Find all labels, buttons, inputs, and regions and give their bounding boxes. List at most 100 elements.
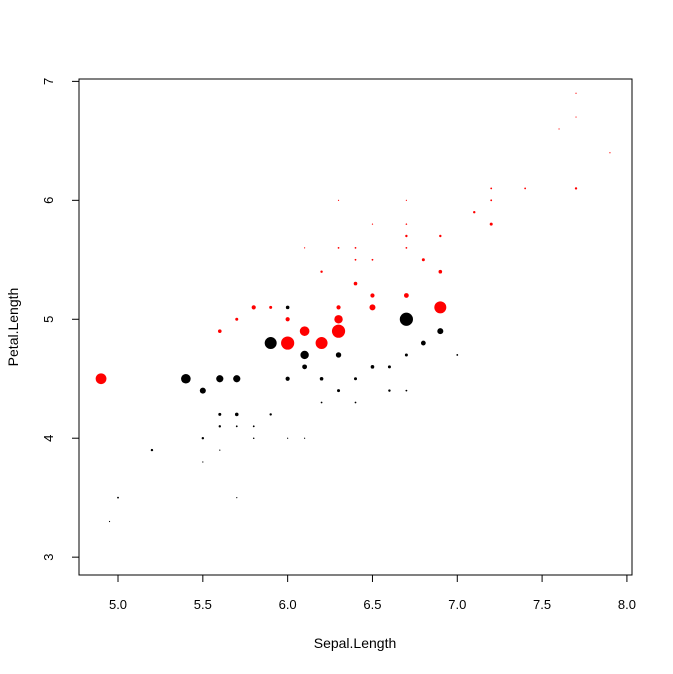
point-series-2 bbox=[371, 258, 374, 261]
point-series-1 bbox=[405, 389, 408, 392]
point-series-1 bbox=[388, 389, 391, 392]
y-tick-label: 6 bbox=[41, 197, 56, 204]
point-series-1 bbox=[319, 376, 324, 381]
point-series-2 bbox=[337, 199, 340, 201]
point-series-1 bbox=[287, 437, 289, 439]
y-tick-label: 3 bbox=[41, 554, 56, 561]
data-points bbox=[95, 92, 611, 523]
point-series-1 bbox=[201, 437, 205, 440]
x-tick-label: 5.5 bbox=[194, 597, 212, 612]
point-series-2 bbox=[405, 223, 408, 225]
point-series-2 bbox=[403, 293, 409, 298]
point-series-2 bbox=[405, 199, 407, 201]
point-series-2 bbox=[405, 234, 408, 238]
point-series-1 bbox=[399, 312, 413, 326]
point-series-1 bbox=[150, 448, 154, 452]
point-series-1 bbox=[437, 328, 444, 335]
point-series-2 bbox=[369, 304, 376, 311]
point-series-2 bbox=[217, 329, 222, 333]
x-tick-label: 6.0 bbox=[279, 597, 297, 612]
point-series-1 bbox=[202, 461, 204, 463]
point-series-2 bbox=[331, 324, 346, 338]
point-series-2 bbox=[336, 305, 341, 310]
y-tick-label: 7 bbox=[41, 78, 56, 85]
point-series-2 bbox=[439, 234, 442, 238]
point-series-2 bbox=[334, 315, 343, 324]
point-series-2 bbox=[421, 258, 425, 262]
point-series-2 bbox=[354, 258, 357, 261]
point-series-1 bbox=[354, 377, 357, 381]
x-tick-label: 8.0 bbox=[618, 597, 636, 612]
point-series-1 bbox=[218, 412, 222, 416]
x-tick-label: 7.0 bbox=[448, 597, 466, 612]
point-series-2 bbox=[304, 247, 306, 249]
point-series-2 bbox=[438, 269, 443, 274]
point-series-2 bbox=[473, 211, 476, 214]
point-series-2 bbox=[405, 247, 408, 249]
point-series-2 bbox=[354, 247, 357, 249]
point-series-1 bbox=[216, 375, 224, 383]
point-series-1 bbox=[304, 437, 306, 439]
x-axis-title: Sepal.Length bbox=[314, 635, 397, 651]
point-series-2 bbox=[370, 293, 375, 298]
point-series-2 bbox=[269, 305, 273, 309]
point-series-2 bbox=[489, 222, 493, 226]
point-series-1 bbox=[285, 305, 290, 310]
x-tick-label: 6.5 bbox=[363, 597, 381, 612]
point-series-1 bbox=[370, 365, 375, 369]
point-series-1 bbox=[285, 376, 290, 381]
point-series-1 bbox=[300, 350, 309, 360]
point-series-1 bbox=[335, 352, 342, 358]
point-series-1 bbox=[219, 449, 221, 451]
point-series-2 bbox=[281, 336, 295, 350]
x-tick-label: 5.0 bbox=[109, 597, 127, 612]
x-tick-label: 7.5 bbox=[533, 597, 551, 612]
point-series-2 bbox=[285, 317, 290, 322]
y-axis-title: Petal.Length bbox=[5, 288, 21, 367]
point-series-2 bbox=[490, 187, 493, 190]
point-series-1 bbox=[387, 365, 391, 369]
point-series-2 bbox=[95, 373, 107, 385]
point-series-2 bbox=[353, 281, 358, 286]
point-series-2 bbox=[315, 337, 328, 350]
point-series-1 bbox=[199, 387, 206, 394]
point-series-2 bbox=[558, 128, 560, 130]
point-series-2 bbox=[337, 247, 340, 249]
point-series-2 bbox=[574, 187, 578, 190]
point-series-1 bbox=[234, 412, 239, 417]
point-series-2 bbox=[434, 301, 447, 314]
y-axis: 3 4 5 6 7 bbox=[41, 78, 80, 561]
point-series-1 bbox=[235, 425, 238, 428]
point-series-2 bbox=[299, 326, 310, 336]
x-axis: 5.0 5.5 6.0 6.5 7.0 7.5 8.0 bbox=[109, 574, 636, 612]
point-series-1 bbox=[320, 401, 323, 404]
point-series-2 bbox=[575, 92, 577, 94]
point-series-1 bbox=[456, 354, 459, 356]
point-series-2 bbox=[235, 317, 239, 321]
point-series-1 bbox=[269, 413, 272, 416]
point-series-1 bbox=[181, 373, 191, 384]
y-tick-label: 4 bbox=[41, 435, 56, 442]
point-series-1 bbox=[252, 437, 255, 439]
point-series-1 bbox=[420, 340, 426, 346]
point-series-1 bbox=[302, 364, 308, 370]
point-series-2 bbox=[490, 199, 493, 202]
point-series-1 bbox=[117, 496, 119, 499]
point-series-2 bbox=[371, 223, 374, 225]
y-tick-label: 5 bbox=[41, 316, 56, 323]
point-series-1 bbox=[236, 497, 238, 499]
point-series-1 bbox=[337, 389, 341, 393]
point-series-2 bbox=[609, 152, 611, 154]
point-series-1 bbox=[233, 375, 241, 383]
point-series-1 bbox=[264, 337, 277, 350]
point-series-1 bbox=[404, 353, 408, 357]
point-series-2 bbox=[251, 305, 256, 310]
point-series-2 bbox=[320, 270, 323, 273]
point-series-2 bbox=[524, 187, 527, 190]
point-series-1 bbox=[252, 425, 255, 428]
point-series-2 bbox=[575, 116, 577, 118]
point-series-1 bbox=[354, 401, 357, 404]
point-series-1 bbox=[108, 520, 111, 523]
point-series-1 bbox=[218, 425, 221, 428]
